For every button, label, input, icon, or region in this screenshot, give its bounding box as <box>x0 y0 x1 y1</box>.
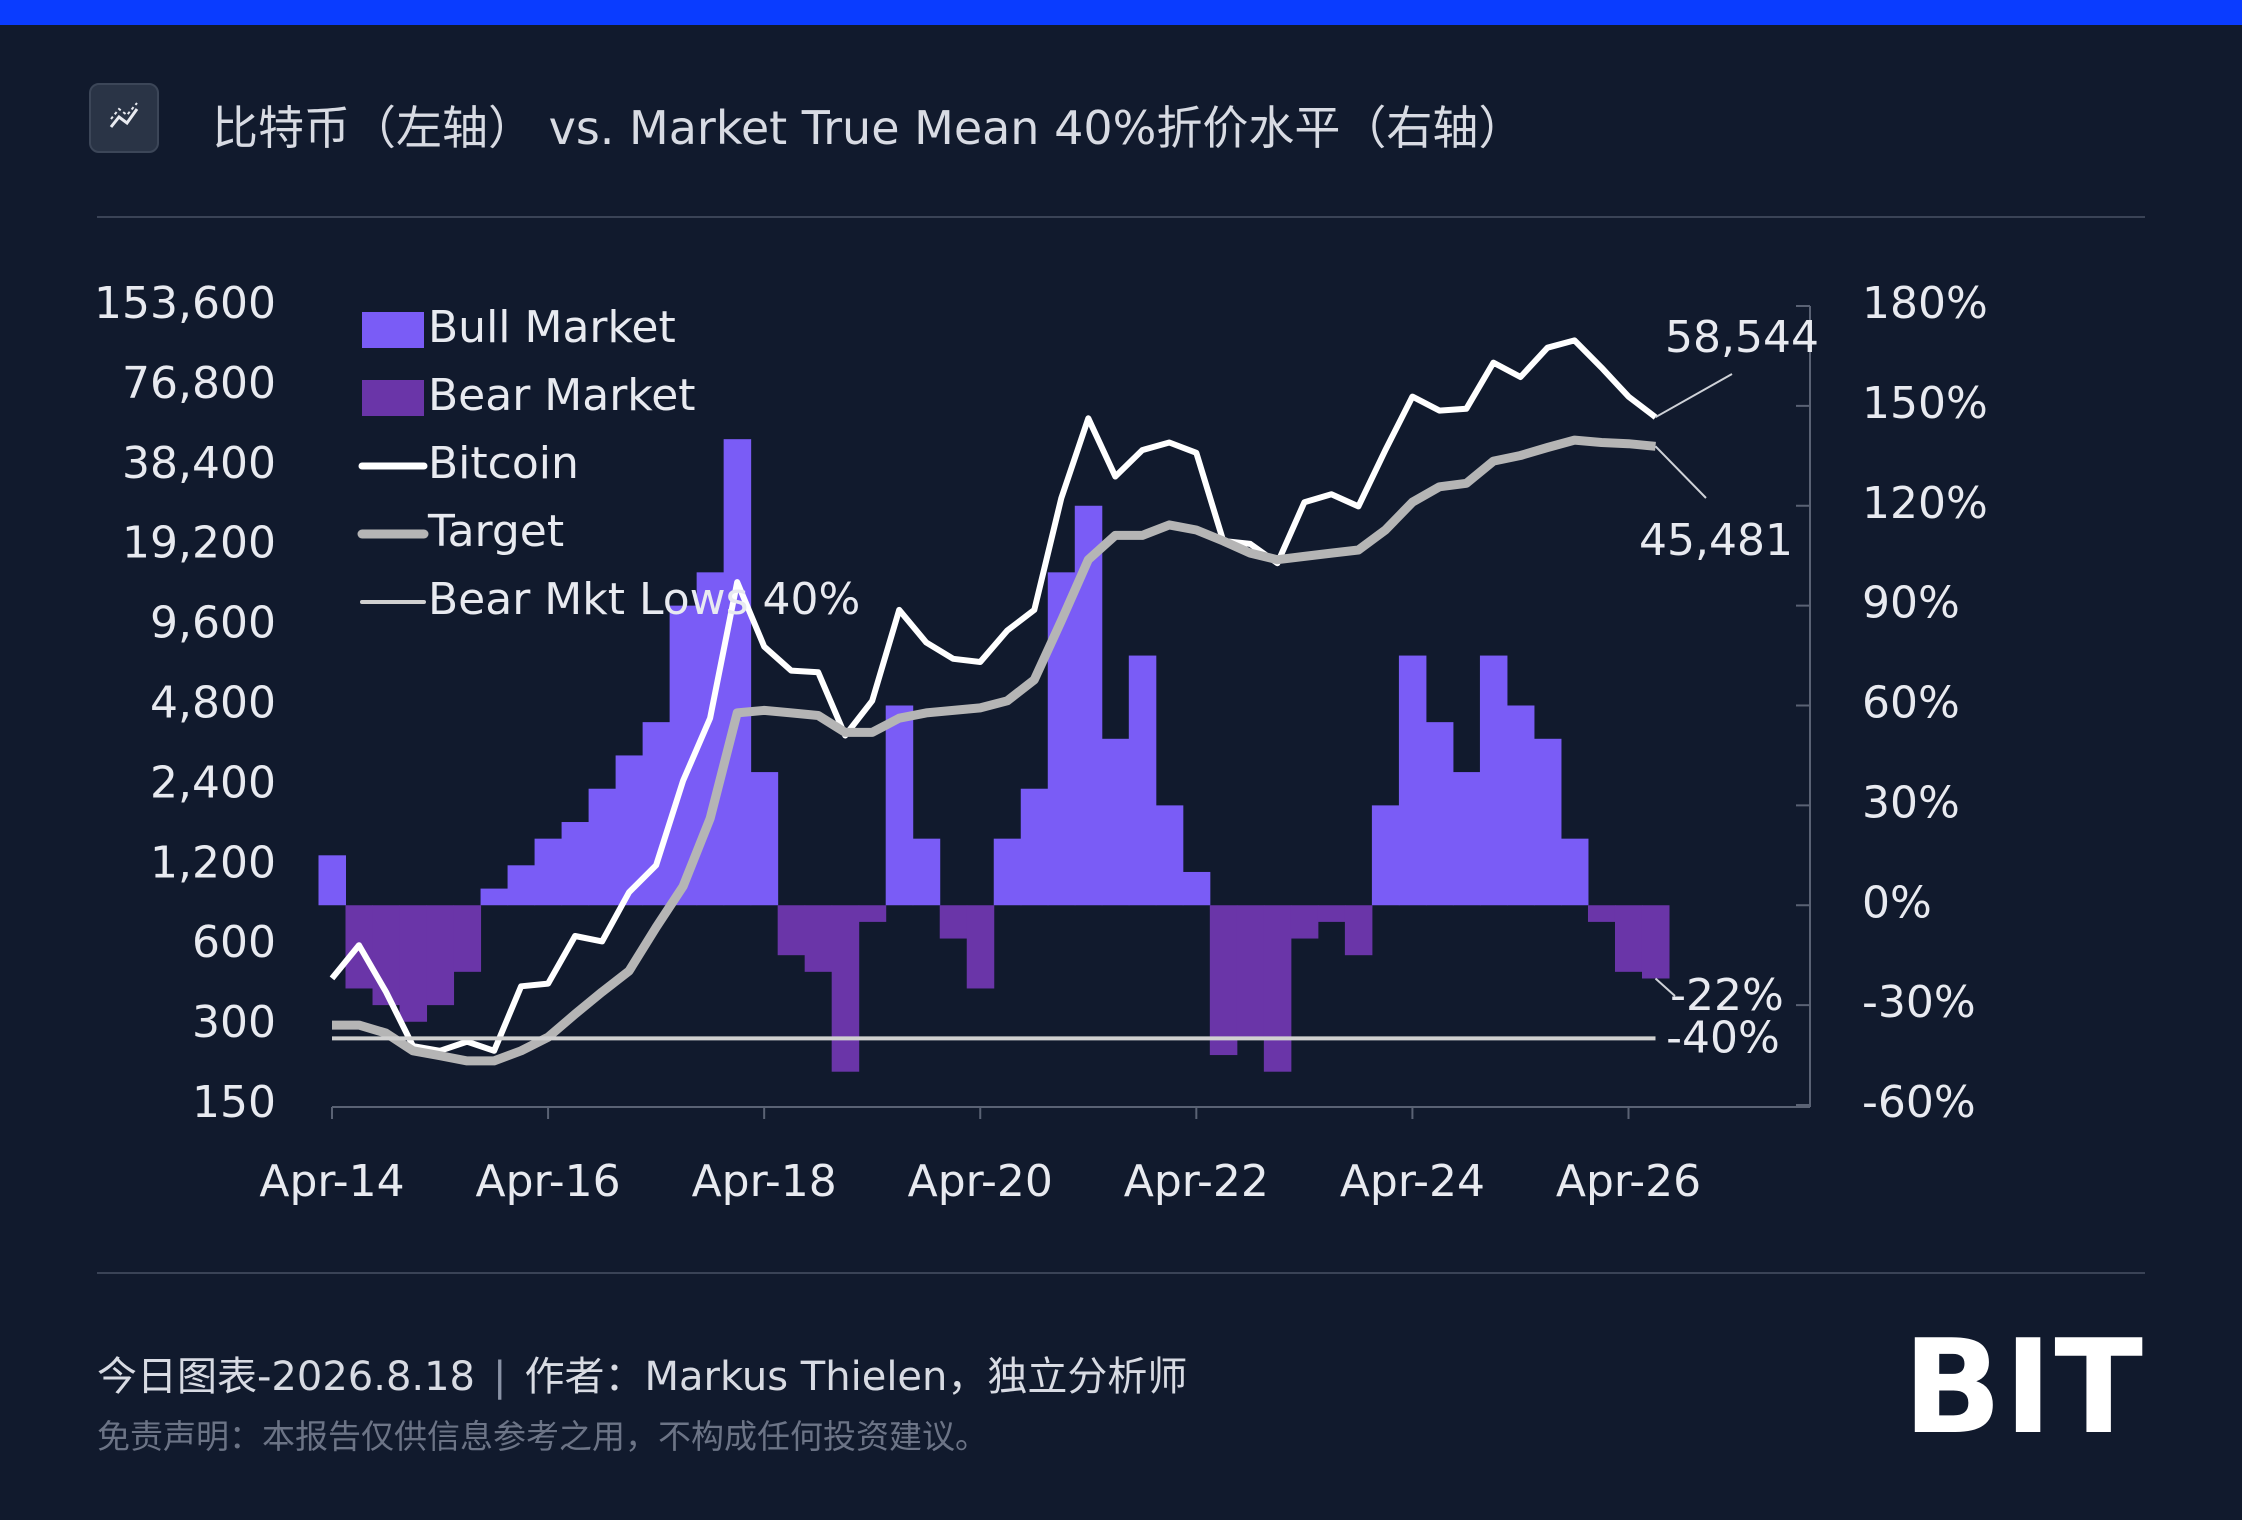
bar <box>1209 905 1238 1056</box>
bar <box>912 838 941 906</box>
bar <box>561 822 590 906</box>
label-leader <box>1654 445 1707 499</box>
x-tick-label: Apr-18 <box>692 1156 837 1207</box>
x-tick-label: Apr-22 <box>1124 1156 1269 1207</box>
y2-tick-label: 0% <box>1862 877 1932 928</box>
chart-title: 比特币（左轴） vs. Market True Mean 40%折价水平（右轴） <box>212 101 1525 155</box>
y-tick-label: 600 <box>192 917 276 968</box>
bar <box>1101 738 1130 906</box>
y-tick-label: 1,200 <box>150 837 276 888</box>
bar <box>1479 655 1508 906</box>
bar <box>318 855 347 906</box>
bar <box>1263 905 1292 1072</box>
y-tick-label: 300 <box>192 997 276 1048</box>
bar <box>723 439 752 906</box>
data-label: -40% <box>1666 1012 1780 1063</box>
separator: | <box>493 1354 507 1400</box>
x-tick-label: Apr-26 <box>1556 1156 1701 1207</box>
bar <box>1641 905 1670 979</box>
legend-swatch <box>362 380 424 416</box>
logo: BIT <box>1902 1311 2145 1463</box>
bar <box>1371 805 1400 906</box>
disclaimer: 免责声明：本报告仅供信息参考之用，不构成任何投资建议。 <box>97 1417 988 1456</box>
legend-label: Bear Mkt Lows 40% <box>428 574 860 625</box>
bar <box>1290 905 1319 939</box>
bar <box>453 905 482 972</box>
x-tick-label: Apr-24 <box>1340 1156 1485 1207</box>
bar <box>507 865 536 906</box>
bar <box>1344 905 1373 956</box>
byline-date: 今日图表-2026.8.18 <box>97 1354 476 1400</box>
y-tick-label: 2,400 <box>150 757 276 808</box>
bar <box>1236 905 1265 1039</box>
legend-label: Target <box>427 506 564 557</box>
bar <box>858 905 887 922</box>
y-tick-label: 153,600 <box>94 278 276 329</box>
y-tick-label: 4,800 <box>150 678 276 729</box>
bar <box>885 705 914 906</box>
y2-tick-label: 120% <box>1862 478 1988 529</box>
divider <box>97 1272 2145 1274</box>
y-tick-label: 9,600 <box>150 598 276 649</box>
bar <box>399 905 428 1022</box>
top-bar <box>0 0 2242 25</box>
label-leader <box>1655 373 1733 419</box>
bar <box>1155 805 1184 906</box>
legend-label: Bull Market <box>428 302 676 353</box>
y2-tick-label: 150% <box>1862 378 1988 429</box>
bar <box>750 772 779 906</box>
line-2 <box>329 337 1658 1054</box>
bar <box>804 905 833 972</box>
bar <box>1425 722 1454 906</box>
legend-label: Bear Market <box>428 370 696 421</box>
bar <box>588 788 617 906</box>
y-tick-label: 150 <box>192 1077 276 1128</box>
y2-tick-label: 30% <box>1862 777 1960 828</box>
bar <box>1182 871 1211 906</box>
divider <box>97 216 2145 218</box>
bar <box>1587 905 1616 922</box>
bar <box>480 888 509 906</box>
bar <box>534 838 563 906</box>
data-label: -22% <box>1670 970 1784 1021</box>
bar <box>1452 772 1481 906</box>
y-tick-label: 76,800 <box>122 358 276 409</box>
byline: 今日图表-2026.8.18 | 作者：Markus Thielen，独立分析师 <box>97 1344 1187 1402</box>
y2-tick-label: 90% <box>1862 578 1960 629</box>
bar <box>426 905 455 1006</box>
bar <box>1020 788 1049 906</box>
bar <box>966 905 995 989</box>
bar <box>1317 905 1346 922</box>
legend-swatch <box>362 312 424 348</box>
y2-tick-label: -60% <box>1862 1077 1976 1128</box>
bar <box>993 838 1022 906</box>
bar <box>831 905 860 1072</box>
bar <box>1533 738 1562 906</box>
y-tick-label: 38,400 <box>122 438 276 489</box>
chart-icon <box>89 83 159 153</box>
y2-tick-label: -30% <box>1862 977 1976 1028</box>
y2-tick-label: 180% <box>1862 278 1988 329</box>
bar <box>1614 905 1643 972</box>
author: 作者：Markus Thielen，独立分析师 <box>524 1354 1188 1400</box>
data-label: 45,481 <box>1639 515 1793 566</box>
line-3 <box>332 435 1656 1066</box>
x-tick-label: Apr-20 <box>908 1156 1053 1207</box>
y2-tick-label: 60% <box>1862 678 1960 729</box>
y-tick-label: 19,200 <box>122 518 276 569</box>
legend-label: Bitcoin <box>428 438 579 489</box>
bar <box>1506 705 1535 906</box>
x-tick-label: Apr-16 <box>475 1156 620 1207</box>
label-leader <box>1654 977 1676 997</box>
chart: 150 300 600 1,200 2,400 4,800 9,600 19,200 38,40… <box>94 278 1988 1207</box>
bar <box>1398 655 1427 906</box>
bar <box>1560 838 1589 906</box>
bar <box>777 905 806 956</box>
bar <box>1128 655 1157 906</box>
bar <box>939 905 968 939</box>
icon-glyph <box>109 102 139 128</box>
data-label: 58,544 <box>1665 312 1819 363</box>
x-tick-label: Apr-14 <box>259 1156 404 1207</box>
